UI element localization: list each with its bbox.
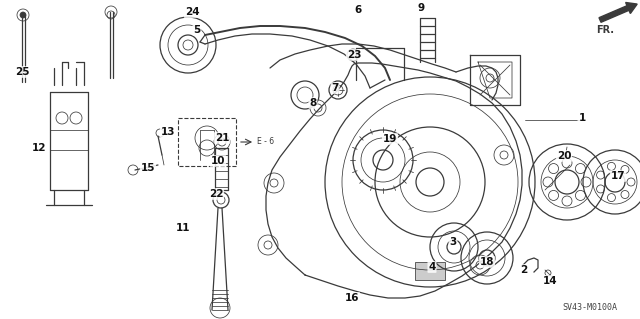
Text: 14: 14 (543, 276, 557, 286)
Text: 21: 21 (215, 133, 229, 143)
Text: 1: 1 (579, 113, 586, 123)
Text: 19: 19 (383, 134, 397, 144)
Text: 13: 13 (161, 127, 175, 137)
Text: 4: 4 (428, 262, 436, 272)
Text: 9: 9 (417, 3, 424, 13)
Text: 18: 18 (480, 257, 494, 267)
Text: 8: 8 (309, 98, 317, 108)
Text: SV43-M0100A: SV43-M0100A (563, 303, 618, 313)
Text: 20: 20 (557, 151, 572, 161)
Text: 17: 17 (611, 171, 625, 181)
Text: 11: 11 (176, 223, 190, 233)
FancyArrow shape (599, 3, 637, 22)
Text: 23: 23 (347, 50, 361, 60)
Text: 25: 25 (15, 67, 29, 77)
Text: 24: 24 (185, 7, 199, 17)
Text: 2: 2 (520, 265, 527, 275)
Bar (415, 262, 445, 280)
Text: 10: 10 (211, 156, 225, 166)
Text: 22: 22 (209, 189, 223, 199)
Text: 15: 15 (141, 163, 156, 173)
Text: E - 6: E - 6 (257, 137, 274, 146)
Text: 7: 7 (332, 83, 339, 93)
Text: FR.: FR. (596, 25, 614, 35)
Circle shape (20, 12, 26, 18)
Text: 3: 3 (449, 237, 456, 247)
Text: 5: 5 (193, 25, 200, 35)
Text: 16: 16 (345, 293, 359, 303)
Text: 12: 12 (32, 143, 46, 153)
Text: 6: 6 (355, 5, 362, 15)
